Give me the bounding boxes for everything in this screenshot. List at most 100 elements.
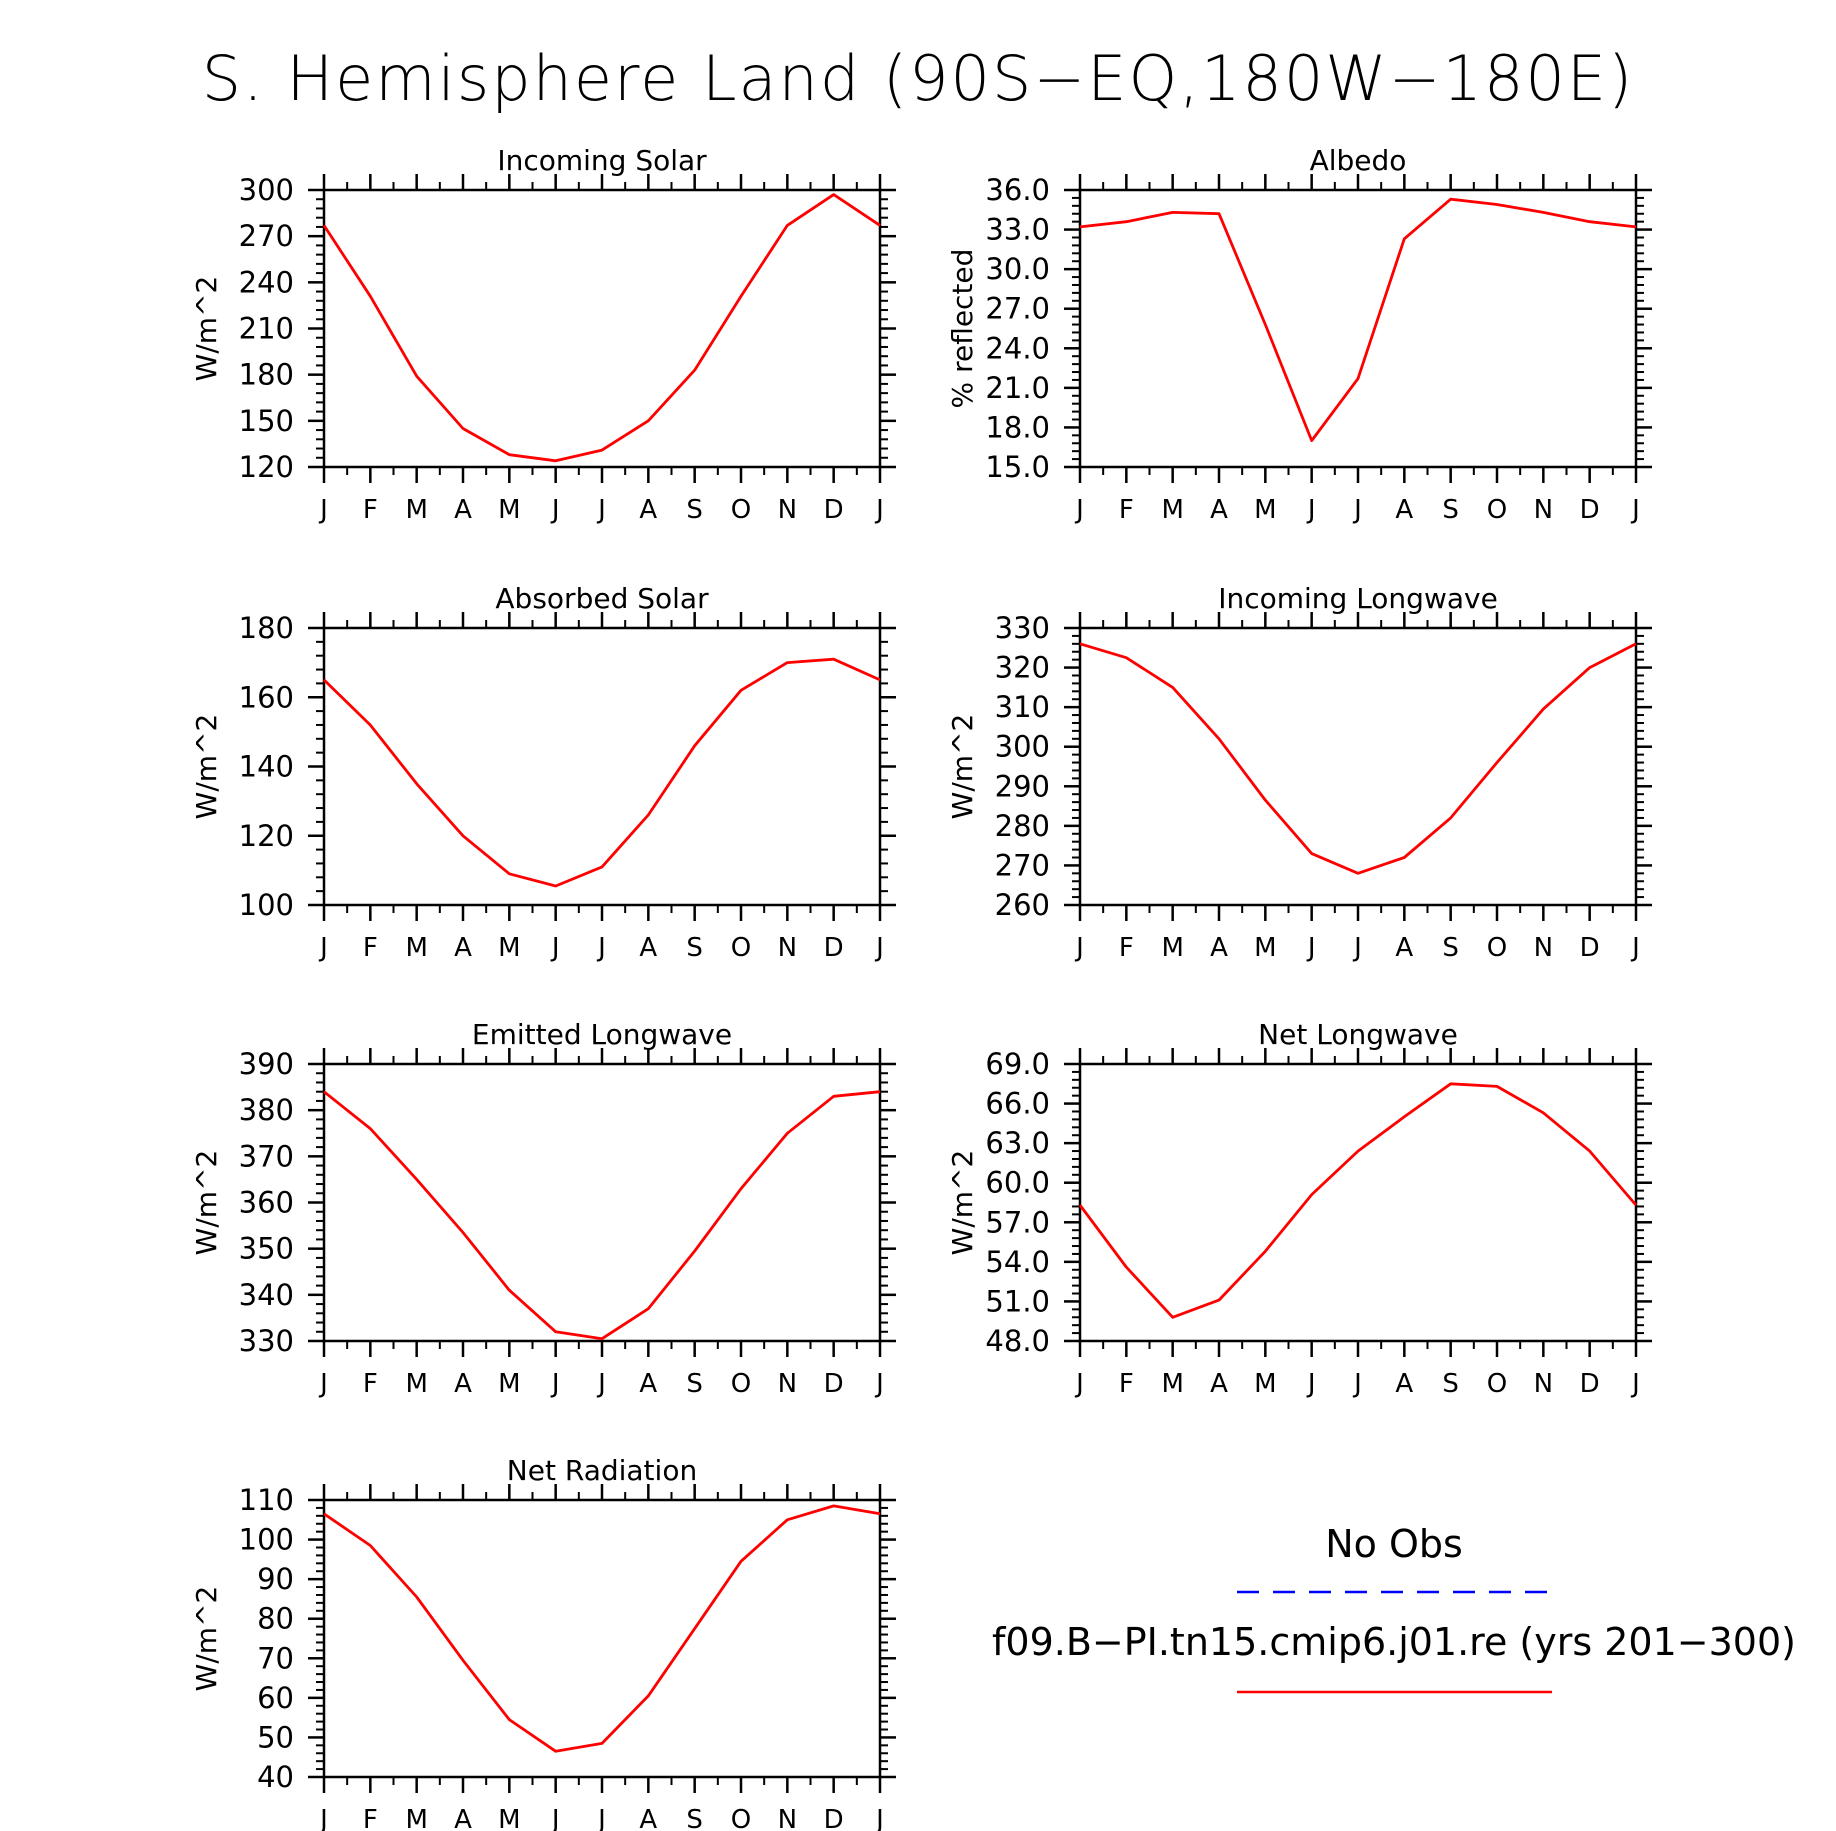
x-tick-label: M — [498, 1369, 520, 1399]
data-point — [879, 1091, 881, 1093]
x-tick-label: J — [874, 1369, 884, 1399]
x-tick-label: J — [874, 495, 884, 525]
data-point — [601, 1742, 603, 1744]
data-point — [508, 1289, 510, 1291]
y-axis-label: % reflected — [946, 249, 979, 409]
x-tick-label: S — [686, 495, 703, 525]
data-point — [1449, 198, 1451, 200]
y-tick-label: 66.0 — [985, 1087, 1050, 1121]
y-tick-label: 21.0 — [985, 371, 1050, 405]
data-point — [832, 1505, 834, 1507]
x-tick-label: J — [1306, 1369, 1316, 1399]
y-tick-label: 330 — [239, 1324, 294, 1358]
data-point — [1264, 323, 1266, 325]
plot-frame — [1078, 188, 1638, 469]
x-tick-label: A — [1210, 1369, 1228, 1399]
y-tick-label: 270 — [239, 219, 294, 253]
data-point — [693, 745, 695, 747]
y-tick-label: 300 — [239, 173, 294, 207]
data-point — [601, 1337, 603, 1339]
data-point — [1449, 1083, 1451, 1085]
y-tick-label: 320 — [995, 651, 1050, 685]
data-point — [1449, 817, 1451, 819]
x-tick-label: A — [454, 495, 472, 525]
data-point — [1403, 1116, 1405, 1118]
x-tick-label: M — [1161, 933, 1183, 963]
x-tick-label: A — [1395, 1369, 1413, 1399]
panel-title: Net Longwave — [1258, 1018, 1458, 1051]
data-point — [369, 1544, 371, 1546]
x-tick-label: F — [363, 1369, 378, 1399]
x-tick-label: J — [550, 495, 560, 525]
y-tick-label: 270 — [995, 848, 1050, 882]
data-point — [740, 689, 742, 691]
y-tick-label: 24.0 — [985, 331, 1050, 365]
data-point — [1542, 708, 1544, 710]
x-tick-label: S — [1442, 495, 1459, 525]
panel-title: Net Radiation — [507, 1454, 697, 1487]
x-tick-label: J — [1630, 1369, 1640, 1399]
plot-frame — [322, 626, 882, 907]
data-point — [1310, 852, 1312, 854]
data-point — [1357, 377, 1359, 379]
x-tick-label: J — [550, 1369, 560, 1399]
panel-title: Incoming Solar — [497, 144, 707, 177]
x-tick-label: J — [1074, 495, 1084, 525]
y-axis-label: W/m^2 — [190, 1586, 223, 1692]
x-tick-label: D — [824, 1805, 844, 1831]
data-point — [1588, 220, 1590, 222]
y-axis-label: W/m^2 — [946, 714, 979, 820]
x-tick-label: F — [1119, 933, 1134, 963]
series-line — [323, 657, 881, 888]
y-tick-label: 330 — [995, 611, 1050, 645]
x-tick-label: A — [454, 1369, 472, 1399]
y-tick-label: 340 — [239, 1278, 294, 1312]
x-tick-label: F — [363, 495, 378, 525]
x-tick-label: N — [778, 1805, 797, 1831]
data-point — [879, 1513, 881, 1515]
data-point — [415, 1178, 417, 1180]
y-tick-label: 350 — [239, 1232, 294, 1266]
y-tick-label: 140 — [239, 750, 294, 784]
data-point — [1218, 738, 1220, 740]
data-point — [1635, 643, 1637, 645]
data-point — [832, 658, 834, 660]
data-point — [369, 724, 371, 726]
y-tick-label: 210 — [239, 312, 294, 346]
data-point — [554, 1750, 556, 1752]
data-point — [1588, 666, 1590, 668]
series-line — [1078, 1082, 1638, 1319]
x-tick-label: O — [731, 495, 751, 525]
data-point — [740, 1187, 742, 1189]
x-tick-label: J — [318, 933, 328, 963]
data-point — [786, 1519, 788, 1521]
y-tick-label: 30.0 — [985, 252, 1050, 286]
x-tick-label: J — [874, 1805, 884, 1831]
y-axis-label: W/m^2 — [190, 1150, 223, 1256]
series-line — [1079, 197, 1637, 443]
page-title: S. Hemisphere Land (90S−EQ,180W−180E) — [202, 42, 1635, 115]
x-tick-label: M — [1254, 933, 1276, 963]
x-tick-label: O — [731, 933, 751, 963]
data-point — [508, 453, 510, 455]
y-tick-label: 110 — [239, 1483, 294, 1517]
x-tick-label: D — [824, 933, 844, 963]
data-point — [1542, 211, 1544, 213]
x-tick-label: D — [824, 1369, 844, 1399]
x-tick-label: S — [686, 1369, 703, 1399]
data-point — [323, 679, 325, 681]
plot-frame — [322, 1062, 882, 1343]
y-tick-label: 100 — [239, 888, 294, 922]
y-tick-label: 54.0 — [985, 1245, 1050, 1279]
x-tick-label: N — [1534, 933, 1553, 963]
x-tick-label: J — [596, 933, 606, 963]
y-tick-label: 390 — [239, 1047, 294, 1081]
data-point — [1357, 1150, 1359, 1152]
x-tick-label: A — [1210, 495, 1228, 525]
x-tick-label: A — [454, 933, 472, 963]
x-tick-label: N — [778, 1369, 797, 1399]
y-tick-label: 51.0 — [985, 1284, 1050, 1318]
y-tick-label: 240 — [239, 265, 294, 299]
